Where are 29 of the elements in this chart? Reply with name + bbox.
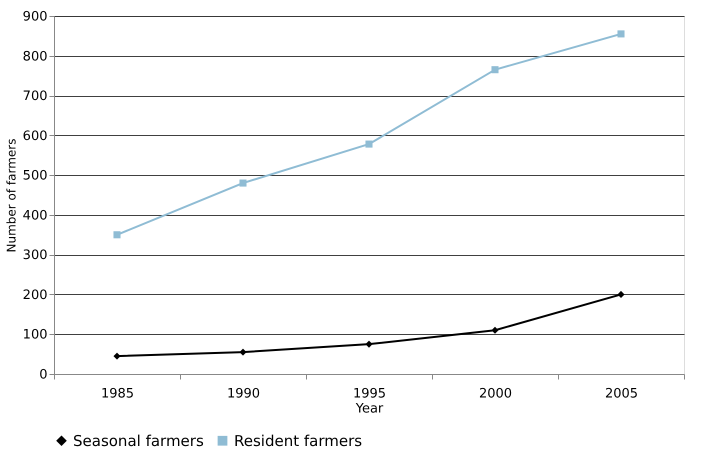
y-tick-label: 500 xyxy=(22,168,48,184)
point xyxy=(617,290,625,298)
point xyxy=(113,231,121,238)
y-tick-label: 400 xyxy=(22,208,48,224)
x-tick-label: 2000 xyxy=(478,386,512,402)
point xyxy=(239,180,247,187)
x-tick-label: 1985 xyxy=(100,386,134,402)
y-tick-label: 800 xyxy=(22,49,48,64)
point xyxy=(365,340,373,348)
legend-label: Seasonal farmers xyxy=(73,432,204,450)
point xyxy=(113,352,121,360)
y-tick-label: 100 xyxy=(22,328,48,343)
point xyxy=(365,140,373,148)
y-axis-title: Number of farmers xyxy=(4,138,19,252)
x-tick-label: 1995 xyxy=(352,386,386,402)
point xyxy=(491,66,499,74)
point xyxy=(239,348,247,356)
x-tick-label: 2005 xyxy=(604,386,638,402)
y-tick-label: 300 xyxy=(22,248,48,264)
y-tick-label: 900 xyxy=(22,10,48,24)
x-tick-label: 1990 xyxy=(226,386,260,402)
legend-label: Resident farmers xyxy=(234,432,362,450)
y-tick-label: 600 xyxy=(22,128,48,144)
y-tick-label: 0 xyxy=(39,368,48,382)
x-axis-title: Year xyxy=(354,402,384,416)
y-tick-label: 200 xyxy=(22,288,48,303)
point xyxy=(491,326,499,334)
y-tick-label: 700 xyxy=(22,89,48,104)
point xyxy=(617,30,625,38)
